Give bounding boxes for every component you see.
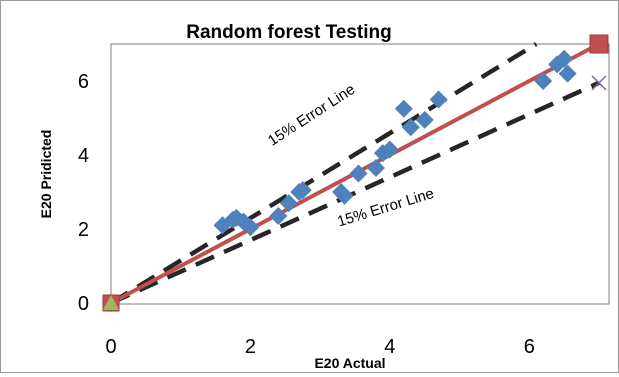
y-tick-label: 0 <box>78 293 89 315</box>
lower-line-end-marker <box>591 75 607 91</box>
x-tick-label: 0 <box>105 336 116 358</box>
data-point <box>269 207 288 226</box>
data-points <box>102 49 577 312</box>
data-point <box>335 186 354 205</box>
y-axis-ticks: 0 2 4 6 <box>78 71 89 315</box>
data-point <box>366 158 385 177</box>
data-point <box>415 110 434 129</box>
data-point <box>534 72 553 90</box>
data-point <box>558 64 577 83</box>
lower-reference-line <box>110 80 600 306</box>
x-axis-label: E20 Actual <box>314 355 385 371</box>
data-point <box>241 218 260 237</box>
fit-line-end-marker <box>589 34 609 54</box>
data-point <box>429 90 448 109</box>
data-point <box>401 118 420 137</box>
x-tick-label: 4 <box>384 336 395 358</box>
x-tick-label: 6 <box>524 336 535 358</box>
data-point <box>349 164 368 183</box>
origin-triangle-marker <box>103 295 119 310</box>
data-point <box>394 99 413 118</box>
x-axis-ticks: 0 2 4 6 <box>105 336 534 358</box>
x-tick-label: 2 <box>245 336 256 358</box>
y-axis-label: E20 Pridicted <box>38 130 54 219</box>
data-point <box>293 181 312 200</box>
chart-title: Random forest Testing <box>186 22 392 43</box>
y-tick-label: 2 <box>78 219 89 241</box>
upper-reference-line <box>109 42 538 305</box>
data-point <box>555 49 574 68</box>
y-tick-label: 4 <box>78 145 89 167</box>
data-point <box>380 140 399 159</box>
data-point <box>279 194 298 213</box>
y-tick-label: 6 <box>78 71 89 93</box>
